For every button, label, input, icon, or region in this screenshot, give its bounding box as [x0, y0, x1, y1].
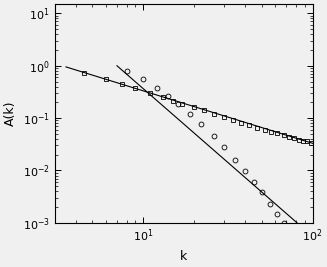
X-axis label: k: k: [180, 250, 187, 263]
Y-axis label: A(k): A(k): [4, 101, 17, 126]
